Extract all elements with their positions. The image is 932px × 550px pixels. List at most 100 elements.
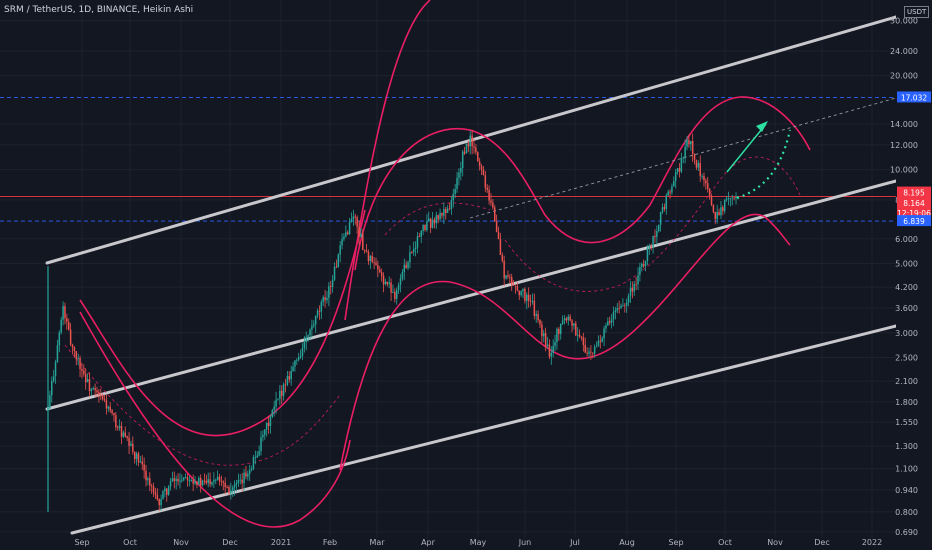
candle-body [324,297,326,301]
candle-body [486,187,488,190]
candle-body [305,336,307,343]
candle-body [67,321,70,330]
y-tick-label: 12.000 [890,141,918,150]
arc-drawings[interactable] [79,0,811,528]
candle-body [416,236,419,248]
candle-body [510,277,513,285]
candle-body [175,478,177,482]
candle-body [450,200,453,209]
candle-body [633,283,635,292]
candle-body [171,478,174,482]
candle-body [448,208,451,210]
candle-body [356,217,358,227]
candle-body [567,316,570,321]
candle-body [162,491,164,500]
candle-body [118,425,121,428]
candle-body [182,477,185,481]
candle-body [60,319,62,333]
currency-label[interactable]: USDT [904,6,930,18]
candle-body [461,151,464,168]
candle-body [512,284,515,286]
y-tick-label: 3.600 [895,304,918,313]
candle-body [207,479,209,483]
candle-body [71,344,74,348]
candle-body [405,264,407,268]
candle-body [520,291,522,296]
y-tick-label: 20.000 [890,72,918,81]
arc-upper-1 [354,96,811,271]
candle-body [265,422,268,430]
candle-body [288,376,291,380]
y-tick-label: 6.000 [895,235,918,244]
candle-body [429,218,432,228]
candle-body [426,221,428,231]
candle-body [75,351,78,359]
candle-body [167,486,170,495]
candle-body [69,329,72,345]
candle-body [213,479,215,482]
candle-body [231,487,234,491]
y-tick-label: 2.100 [895,377,918,386]
candle-body [111,410,113,413]
candle-body [218,476,221,482]
candle-body [723,199,726,212]
candle-body [522,288,524,292]
candle-body [84,374,87,383]
candle-body [299,355,302,358]
candle-body [593,346,596,354]
candle-body [669,191,671,193]
candle-body [307,335,309,337]
candle-body [690,140,692,145]
candle-body [297,357,300,360]
y-tick-label: 1.100 [895,465,918,474]
candle-body [607,321,609,326]
candle-body [671,186,673,193]
forecast-drawings[interactable] [726,121,792,200]
time-axis[interactable]: Sep Oct Nov Dec 2021 Feb Mar Apr May Jun Jul Aug Sep… [74,538,882,547]
candle-body [708,188,711,196]
candle-body [424,224,426,231]
candle-body [209,479,211,485]
candle-body [678,168,681,172]
candle-body [56,345,59,363]
price-label-bg [897,215,931,227]
y-tick-label: 3.000 [895,329,918,338]
candle-body [541,324,543,337]
candle-body [718,212,720,216]
x-tick-label: Aug [619,538,635,547]
candle-body [688,139,690,145]
candle-body [369,255,372,262]
y-tick-label: 4.200 [895,283,918,292]
price-label-bg [897,197,931,209]
candle-body [314,315,317,325]
candle-body [629,287,632,296]
y-tick-label: 1.550 [895,418,918,427]
candle-body [367,251,370,262]
candle-body [216,476,219,480]
candle-body [575,323,577,336]
candle-body [145,470,147,481]
y-tick-label: 24.000 [890,47,918,56]
x-tick-label: Dec [222,538,237,547]
candle-body [401,272,404,279]
candle-body [243,472,245,484]
candle-body [495,221,498,232]
candle-body [441,212,443,216]
candle-body [559,323,562,334]
candle-body [693,153,696,160]
y-tick-label: 5.000 [895,260,918,269]
candle-body [282,384,285,396]
candle-body [554,342,556,346]
candle-body [345,232,347,237]
candle-body [122,432,125,437]
candle-body [320,301,323,312]
candle-body [473,146,475,148]
candle-body [673,180,675,187]
price-axis[interactable]: 30.00024.00020.00014.00012.00010.0008.00… [890,0,932,550]
price-label-bg [897,207,931,219]
candle-body [126,436,128,438]
candle-body [271,410,274,417]
candle-body [390,282,392,293]
